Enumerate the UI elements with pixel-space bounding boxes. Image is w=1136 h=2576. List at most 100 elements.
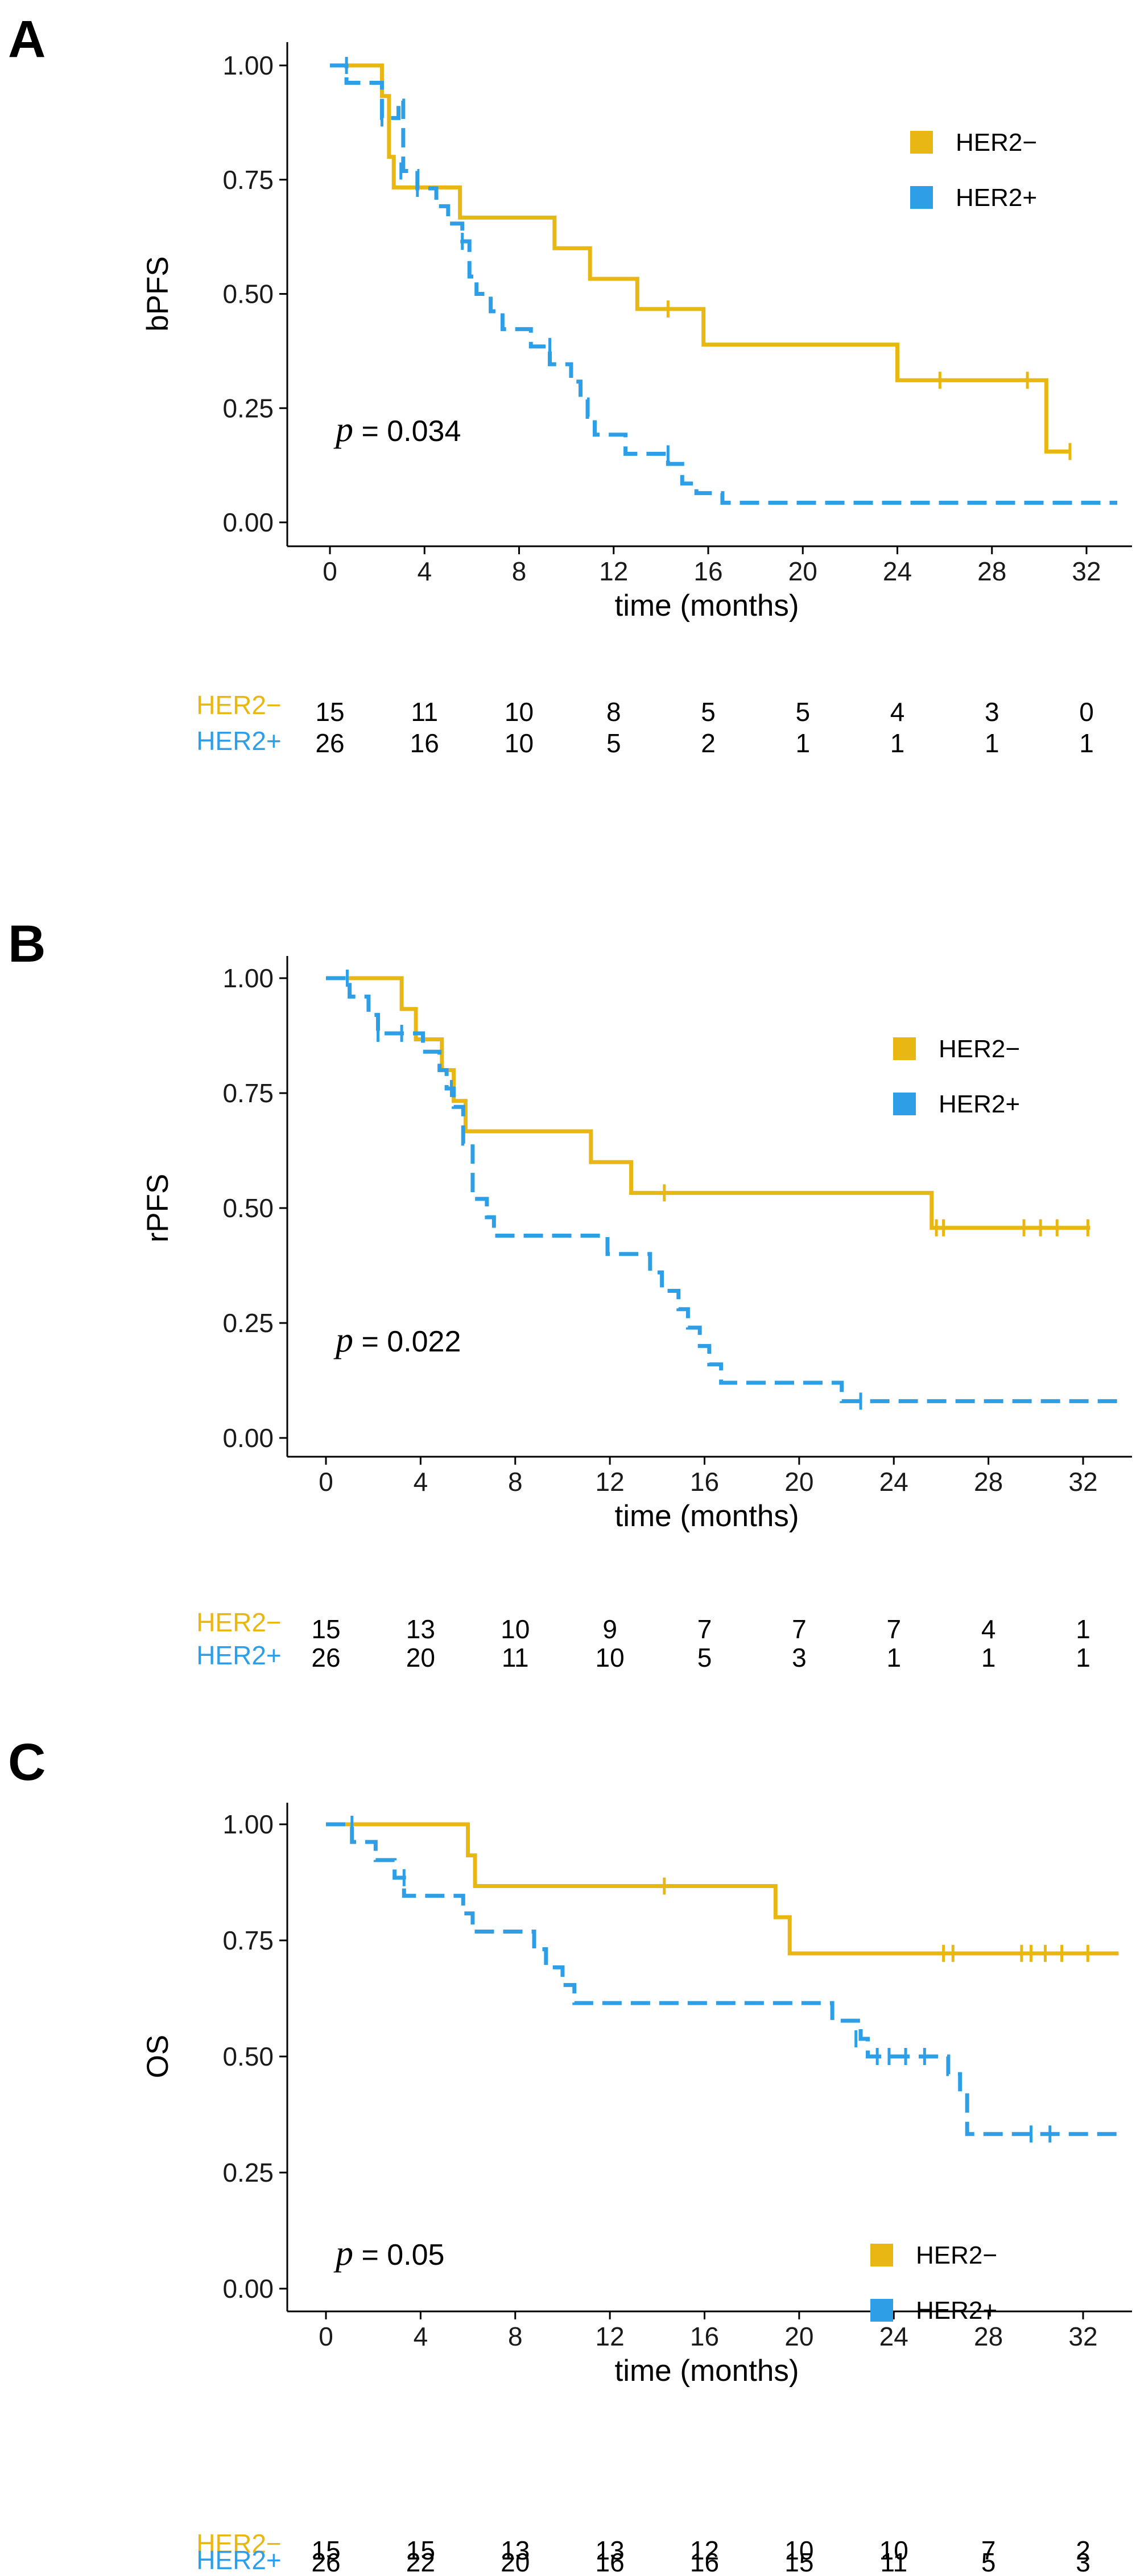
risk-count-her2-neg: 4 bbox=[890, 697, 905, 727]
risk-count-her2-pos: 11 bbox=[880, 2548, 907, 2576]
y-tick-label: 0.25 bbox=[222, 1308, 274, 1338]
risk-count-her2-pos: 10 bbox=[596, 1643, 625, 1672]
risk-count-her2-pos: 1 bbox=[985, 728, 999, 758]
x-tick-label: 20 bbox=[788, 557, 817, 586]
risk-count-her2-neg: 10 bbox=[784, 2536, 813, 2565]
risk-count-her2-neg: 2 bbox=[1076, 2536, 1090, 2565]
x-tick-label: 0 bbox=[319, 2322, 333, 2351]
y-tick-label: 0.00 bbox=[222, 1423, 274, 1453]
x-axis-label: time (months) bbox=[615, 2354, 799, 2388]
p-value: = 0.034 bbox=[353, 415, 461, 448]
risk-count-her2-pos: 26 bbox=[315, 728, 344, 758]
risk-count-her2-pos: 3 bbox=[1076, 2548, 1090, 2576]
risk-count-her2-neg: 13 bbox=[406, 1614, 435, 1644]
y-axis-label: bPFS bbox=[141, 256, 175, 332]
p-value: = 0.022 bbox=[353, 1325, 461, 1358]
x-tick-label: 16 bbox=[693, 557, 722, 586]
p-value-annotation: p = 0.05 bbox=[333, 2234, 444, 2273]
panel-a: A 0.00 0.25 0.50 0.75 1.00 0 4 8 12 16 20 24 28 32 time… bbox=[0, 0, 1136, 842]
x-tick-label: 4 bbox=[417, 557, 432, 586]
risk-count-her2-pos: 15 bbox=[784, 2548, 813, 2576]
legend-swatch-her2-pos bbox=[870, 2299, 893, 2322]
risk-count-her2-pos: 5 bbox=[606, 728, 621, 758]
panel-letter: B bbox=[8, 915, 46, 973]
risk-count-her2-pos: 20 bbox=[501, 2548, 530, 2576]
x-tick-label: 24 bbox=[879, 1467, 908, 1497]
risk-table-label-her2-neg: HER2− bbox=[196, 1608, 282, 1637]
y-tick-label: 0.25 bbox=[222, 2158, 274, 2187]
x-tick-label: 12 bbox=[599, 557, 628, 586]
y-tick-label: 0.00 bbox=[222, 508, 274, 537]
x-tick-label: 8 bbox=[508, 2322, 523, 2351]
risk-count-her2-pos: 1 bbox=[795, 728, 810, 758]
panel-c: C 0.00 0.25 0.50 0.75 1.00 0 4 8 12 16 20 24 28 32 time… bbox=[0, 1718, 1136, 2576]
risk-count-her2-neg: 15 bbox=[311, 1614, 340, 1644]
y-tick-label: 0.00 bbox=[222, 2274, 274, 2303]
risk-count-her2-neg: 7 bbox=[886, 1614, 901, 1644]
x-tick-label: 32 bbox=[1068, 1467, 1097, 1497]
x-tick-label: 16 bbox=[690, 1467, 719, 1497]
y-tick-label: 1.00 bbox=[222, 51, 274, 80]
risk-count-her2-pos: 26 bbox=[311, 1643, 340, 1672]
her2-pos-survival-curve bbox=[326, 976, 1119, 1403]
p-symbol: p bbox=[333, 410, 353, 449]
x-tick-label: 28 bbox=[977, 557, 1006, 586]
x-axis-label: time (months) bbox=[615, 1499, 799, 1533]
risk-table-label-her2-pos: HER2+ bbox=[196, 726, 282, 756]
p-value: = 0.05 bbox=[353, 2239, 444, 2272]
risk-count-her2-pos: 10 bbox=[505, 728, 534, 758]
risk-table-label-her2-pos: HER2+ bbox=[196, 1641, 282, 1670]
risk-count-her2-pos: 1 bbox=[981, 1643, 996, 1672]
x-tick-label: 12 bbox=[596, 2322, 625, 2351]
risk-count-her2-neg: 5 bbox=[701, 697, 716, 727]
risk-count-her2-neg: 11 bbox=[411, 697, 438, 727]
y-tick-label: 0.25 bbox=[222, 393, 274, 423]
panel-b: B 0.00 0.25 0.50 0.75 1.00 0 4 8 12 16 20 24 28 32 time… bbox=[0, 910, 1136, 1730]
risk-table-label-her2-neg: HER2− bbox=[196, 690, 282, 720]
risk-count-her2-pos: 20 bbox=[406, 1643, 435, 1672]
risk-count-her2-neg: 3 bbox=[985, 697, 999, 727]
y-tick-label: 0.50 bbox=[222, 1193, 274, 1223]
risk-count-her2-neg: 10 bbox=[501, 1614, 530, 1644]
her2-pos-survival-curve bbox=[326, 1822, 1119, 2136]
risk-count-her2-pos: 1 bbox=[886, 1643, 901, 1672]
risk-count-her2-pos: 16 bbox=[410, 728, 439, 758]
risk-count-her2-pos: 1 bbox=[1076, 1643, 1090, 1672]
risk-count-her2-pos: 16 bbox=[690, 2548, 719, 2576]
risk-count-her2-neg: 10 bbox=[505, 697, 534, 727]
x-tick-label: 24 bbox=[883, 557, 912, 586]
y-tick-label: 1.00 bbox=[222, 1810, 274, 1839]
risk-count-her2-neg: 5 bbox=[795, 697, 810, 727]
y-axis-label: OS bbox=[141, 2035, 175, 2079]
legend-label-her2-pos: HER2+ bbox=[916, 2297, 997, 2324]
risk-count-her2-pos: 1 bbox=[890, 728, 905, 758]
p-value-annotation: p = 0.022 bbox=[333, 1321, 461, 1359]
risk-count-her2-neg: 7 bbox=[981, 2536, 996, 2565]
legend-label-her2-pos: HER2+ bbox=[939, 1090, 1020, 1118]
x-tick-label: 20 bbox=[784, 2322, 813, 2351]
her2-neg-survival-curve bbox=[326, 1822, 1119, 1956]
x-tick-label: 12 bbox=[596, 1467, 625, 1497]
risk-count-her2-neg: 7 bbox=[792, 1614, 807, 1644]
risk-count-her2-neg: 7 bbox=[697, 1614, 712, 1644]
y-tick-label: 0.75 bbox=[222, 1926, 274, 1955]
legend-label-her2-neg: HER2− bbox=[916, 2241, 997, 2269]
risk-count-her2-neg: 10 bbox=[879, 2536, 908, 2565]
risk-count-her2-pos: 2 bbox=[701, 728, 716, 758]
y-tick-label: 1.00 bbox=[222, 963, 274, 993]
x-tick-label: 32 bbox=[1068, 2322, 1097, 2351]
risk-count-her2-pos: 3 bbox=[792, 1643, 807, 1672]
y-tick-label: 0.75 bbox=[222, 165, 274, 195]
risk-count-her2-neg: 8 bbox=[606, 697, 621, 727]
legend-label-her2-neg: HER2− bbox=[939, 1035, 1020, 1063]
risk-count-her2-pos: 5 bbox=[981, 2548, 996, 2576]
risk-count-her2-neg: 9 bbox=[602, 1614, 617, 1644]
risk-count-her2-neg: 1 bbox=[1076, 1614, 1090, 1644]
x-axis-label: time (months) bbox=[615, 589, 799, 623]
risk-count-her2-neg: 12 bbox=[690, 2536, 719, 2565]
km-chart-bpfs: A0.000.250.500.751.000 4 8 12 16 20 24 28 32time… bbox=[8, 10, 1132, 758]
x-tick-label: 4 bbox=[414, 1467, 428, 1497]
p-value-annotation: p = 0.034 bbox=[333, 410, 461, 449]
panel-letter: C bbox=[8, 1733, 46, 1791]
x-tick-label: 16 bbox=[690, 2322, 719, 2351]
